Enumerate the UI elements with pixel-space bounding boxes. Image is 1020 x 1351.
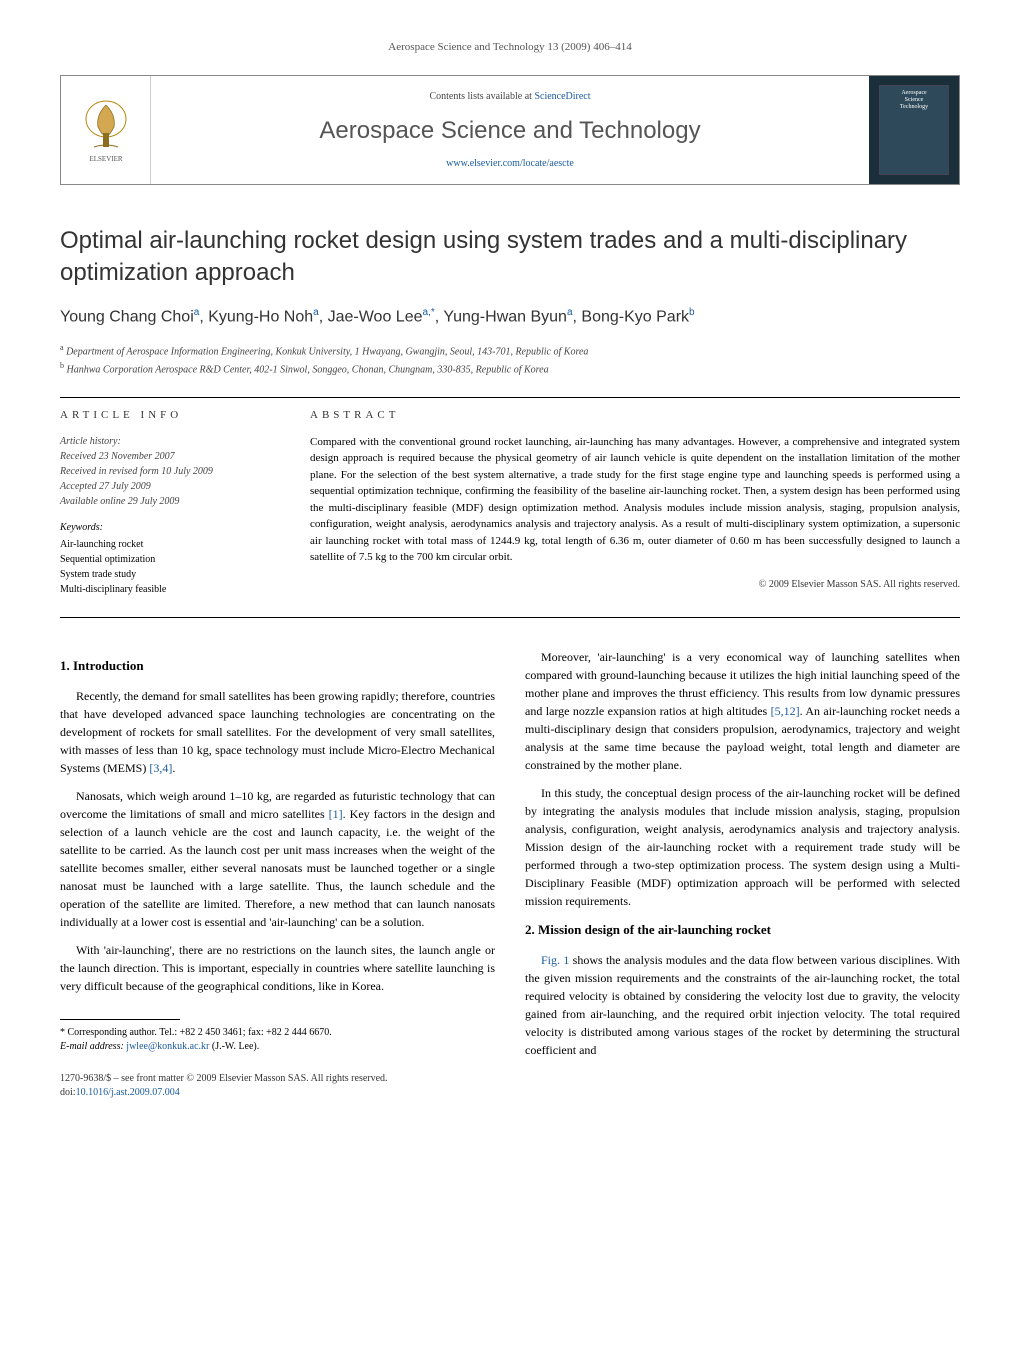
- elsevier-tree-icon: ELSEVIER: [76, 95, 136, 165]
- article-history: Article history: Received 23 November 20…: [60, 434, 280, 509]
- page-footer: 1270-9638/$ – see front matter © 2009 El…: [60, 1072, 495, 1100]
- history-revised: Received in revised form 10 July 2009: [60, 464, 280, 479]
- journal-name: Aerospace Science and Technology: [319, 114, 700, 148]
- cite-5-12[interactable]: [5,12]: [771, 704, 800, 718]
- abstract-copyright: © 2009 Elsevier Masson SAS. All rights r…: [310, 578, 960, 592]
- footnote-marker: *: [60, 1027, 65, 1038]
- affiliation-a: a Department of Aerospace Information En…: [60, 342, 960, 359]
- s1-p1-end: .: [172, 761, 175, 775]
- abstract-heading: ABSTRACT: [310, 408, 960, 423]
- section-1-heading: 1. Introduction: [60, 656, 495, 676]
- s1-p2b: . Key factors in the design and selectio…: [60, 807, 495, 929]
- cover-line-2: Science: [905, 97, 924, 104]
- affiliations: a Department of Aerospace Information En…: [60, 342, 960, 377]
- s1-p3: With 'air-launching', there are no restr…: [60, 941, 495, 995]
- footnote-email[interactable]: jwlee@konkuk.ac.kr: [126, 1041, 209, 1052]
- history-accepted: Accepted 27 July 2009: [60, 479, 280, 494]
- s1-p1: Recently, the demand for small satellite…: [60, 687, 495, 777]
- footer-doi[interactable]: 10.1016/j.ast.2009.07.004: [76, 1087, 180, 1098]
- section-2-heading: 2. Mission design of the air-launching r…: [525, 920, 960, 940]
- journal-cover-box: Aerospace Science Technology: [869, 76, 959, 184]
- footnote-separator: [60, 1019, 180, 1020]
- journal-banner: ELSEVIER Contents lists available at Sci…: [60, 75, 960, 185]
- s1-p4: Moreover, 'air-launching' is a very econ…: [525, 648, 960, 774]
- right-column: Moreover, 'air-launching' is a very econ…: [525, 648, 960, 1101]
- contents-lists-line: Contents lists available at ScienceDirec…: [429, 90, 590, 104]
- history-label: Article history:: [60, 434, 280, 449]
- history-received: Received 23 November 2007: [60, 449, 280, 464]
- authors-line: Young Chang Choia, Kyung-Ho Noha, Jae-Wo…: [60, 306, 960, 329]
- sciencedirect-link[interactable]: ScienceDirect: [534, 91, 590, 102]
- history-online: Available online 29 July 2009: [60, 494, 280, 509]
- footer-issn: 1270-9638/$ – see front matter © 2009 El…: [60, 1072, 495, 1086]
- journal-cover-thumb: Aerospace Science Technology: [879, 85, 949, 175]
- article-info-left: ARTICLE INFO Article history: Received 2…: [60, 408, 280, 596]
- journal-url[interactable]: www.elsevier.com/locate/aescte: [446, 157, 574, 171]
- footnote-email-label: E-mail address:: [60, 1041, 126, 1052]
- article-info-heading: ARTICLE INFO: [60, 408, 280, 423]
- left-column: 1. Introduction Recently, the demand for…: [60, 648, 495, 1101]
- divider: [60, 397, 960, 398]
- footnote-text: Corresponding author. Tel.: +82 2 450 34…: [68, 1027, 332, 1038]
- cite-1[interactable]: [1]: [329, 807, 343, 821]
- keyword-item: System trade study: [60, 567, 280, 582]
- article-info-block: ARTICLE INFO Article history: Received 2…: [60, 408, 960, 596]
- body-columns: 1. Introduction Recently, the demand for…: [60, 648, 960, 1101]
- keyword-item: Sequential optimization: [60, 552, 280, 567]
- abstract-block: ABSTRACT Compared with the conventional …: [310, 408, 960, 596]
- s1-p5: In this study, the conceptual design pro…: [525, 784, 960, 910]
- cite-3-4[interactable]: [3,4]: [149, 761, 172, 775]
- keywords-label: Keywords:: [60, 521, 280, 535]
- affiliation-b: b Hanhwa Corporation Aerospace R&D Cente…: [60, 360, 960, 377]
- s1-p1-text: Recently, the demand for small satellite…: [60, 689, 495, 775]
- s1-p2: Nanosats, which weigh around 1–10 kg, ar…: [60, 787, 495, 931]
- cover-line-3: Technology: [900, 104, 928, 111]
- contents-lists-text: Contents lists available at: [429, 91, 534, 102]
- abstract-text: Compared with the conventional ground ro…: [310, 434, 960, 566]
- corresponding-footnote: * Corresponding author. Tel.: +82 2 450 …: [60, 1026, 495, 1054]
- fig-1-ref[interactable]: Fig. 1: [541, 953, 569, 967]
- s2-p1b: shows the analysis modules and the data …: [525, 953, 960, 1057]
- keyword-item: Multi-disciplinary feasible: [60, 582, 280, 597]
- cover-line-1: Aerospace: [901, 90, 926, 97]
- footer-doi-label: doi:: [60, 1087, 76, 1098]
- svg-text:ELSEVIER: ELSEVIER: [89, 155, 122, 163]
- affiliation-b-text: Hanhwa Corporation Aerospace R&D Center,…: [67, 364, 549, 375]
- s2-p1: Fig. 1 shows the analysis modules and th…: [525, 951, 960, 1059]
- footnote-email-tail: (J.-W. Lee).: [209, 1041, 259, 1052]
- article-title: Optimal air-launching rocket design usin…: [60, 225, 960, 287]
- keyword-item: Air-launching rocket: [60, 537, 280, 552]
- divider: [60, 617, 960, 618]
- publisher-logo-box: ELSEVIER: [61, 76, 151, 184]
- affiliation-a-text: Department of Aerospace Information Engi…: [66, 347, 588, 358]
- keywords-list: Air-launching rocketSequential optimizat…: [60, 537, 280, 597]
- banner-center: Contents lists available at ScienceDirec…: [151, 76, 869, 184]
- running-header: Aerospace Science and Technology 13 (200…: [60, 40, 960, 55]
